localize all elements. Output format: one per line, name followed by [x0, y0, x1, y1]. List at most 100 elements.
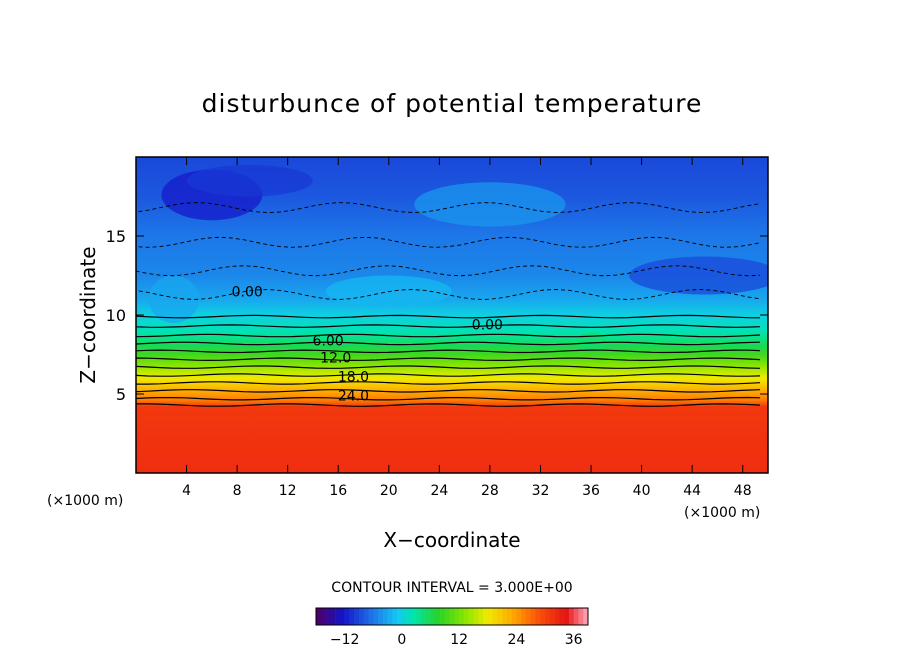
x-tick-label: 20	[380, 483, 398, 499]
colorbar-cell	[406, 608, 412, 625]
colorbar-cell	[473, 608, 479, 625]
colorbar-cell	[583, 608, 589, 625]
contour-label: 12.0	[320, 351, 351, 367]
colorbar-cell	[382, 608, 388, 625]
colorbar-cell	[411, 608, 417, 625]
colorbar-cell	[344, 608, 350, 625]
x-tick-label: 44	[683, 483, 701, 499]
colorbar-cell	[463, 608, 469, 625]
colorbar-cell	[420, 608, 427, 625]
colorbar-cell	[339, 608, 345, 625]
x-tick-label: 8	[233, 483, 242, 499]
colorbar-cell	[325, 608, 331, 625]
x-tick-label: 32	[532, 483, 550, 499]
contour-line	[136, 403, 761, 407]
colorbar-cell	[492, 608, 498, 625]
blob-left	[148, 275, 200, 323]
x-tick-label: 40	[633, 483, 651, 499]
contour-label: 0.00	[472, 317, 503, 333]
colorbar-cell	[387, 608, 393, 625]
colorbar-cell	[530, 608, 536, 625]
contour-line	[136, 202, 761, 214]
colorbar-tick-label: 36	[565, 632, 583, 648]
colorbar-cell	[525, 608, 532, 625]
colorbar-cell	[363, 608, 369, 625]
colorbar-cell	[316, 608, 322, 625]
colorbar-cell	[397, 608, 403, 625]
x-tick-label: 24	[430, 483, 448, 499]
colorbar-cell	[468, 608, 474, 625]
contour-line	[136, 314, 761, 319]
x-tick-label: 48	[734, 483, 752, 499]
colorbar-cell	[378, 608, 384, 625]
colorbar-cell	[506, 608, 512, 625]
y-axis-label: Z−coordinate	[76, 246, 100, 383]
colorbar-cell	[568, 608, 574, 625]
colorbar-cell	[430, 608, 436, 625]
contour-label: 0.00	[232, 284, 263, 300]
colorbar-cell	[349, 608, 355, 625]
contour-labels: 0.00 0.00 6.00 12.0 18.0 24.0	[232, 284, 503, 404]
x-tick-label: 36	[582, 483, 600, 499]
colorbar-cell	[368, 608, 374, 625]
chart-title: disturbunce of potential temperature	[202, 89, 703, 118]
colorbar-cell	[540, 608, 546, 625]
colorbar-cell	[459, 608, 465, 625]
colorbar-cell	[320, 608, 326, 625]
field-anomalies	[148, 164, 768, 352]
colorbar-cell	[549, 608, 555, 625]
colorbar-cell	[521, 608, 527, 625]
colorbar-cell	[483, 608, 489, 625]
blob-cold-right	[629, 256, 768, 295]
colorbar-cell	[392, 608, 398, 625]
contour-line	[136, 333, 761, 338]
contour-label: 24.0	[338, 389, 369, 405]
colorbar-cell	[401, 608, 407, 625]
colorbar-cell	[354, 608, 360, 625]
contour-line	[136, 381, 761, 385]
colorbar-cell	[416, 608, 422, 625]
colorbar-tick-label: 12	[450, 632, 468, 648]
y-tick-label: 5	[116, 385, 126, 404]
contour-line	[136, 289, 761, 300]
contour-line	[136, 341, 761, 346]
colorbar-cell	[545, 608, 551, 625]
contour-line	[136, 365, 761, 369]
x-tick-label: 12	[279, 483, 297, 499]
colorbar-cell	[330, 608, 336, 625]
colorbar-cell	[358, 608, 365, 625]
contour-line	[136, 373, 761, 377]
colorbar-tick-label: −12	[330, 632, 360, 648]
contour-interval: CONTOUR INTERVAL = 3.000E+00	[331, 580, 572, 596]
colorbar-cell	[559, 608, 565, 625]
colorbar-cell	[497, 608, 503, 625]
colorbar-cell	[554, 608, 560, 625]
colorbar-cell	[578, 608, 584, 625]
colorbar-cell	[440, 608, 446, 625]
contour-line	[136, 396, 761, 401]
colorbar-tick-label: 24	[508, 632, 526, 648]
colorbar-cell	[502, 608, 508, 625]
colorbar-tick-label: 0	[397, 632, 406, 648]
x-tick-label: 16	[329, 483, 347, 499]
colorbar-frame	[315, 607, 589, 626]
colorbar-cell	[435, 608, 441, 625]
blob-bump	[575, 332, 607, 352]
x-tick-label: 28	[481, 483, 499, 499]
colorbar-cell	[449, 608, 455, 625]
colorbar-cell	[478, 608, 484, 625]
blob-cold-upper	[186, 164, 313, 197]
colorbar-cell	[487, 608, 493, 625]
contour-lines	[136, 202, 761, 407]
colorbar-cell	[454, 608, 460, 625]
contour-line	[136, 324, 761, 328]
y-tick-label: 15	[106, 227, 126, 246]
contour-line	[136, 357, 761, 362]
colorbar-cell	[335, 608, 341, 625]
colorbar-cell	[511, 608, 517, 625]
colorbar-cell	[373, 608, 379, 625]
colorbar-cell	[425, 608, 431, 625]
contour-line	[136, 349, 761, 354]
